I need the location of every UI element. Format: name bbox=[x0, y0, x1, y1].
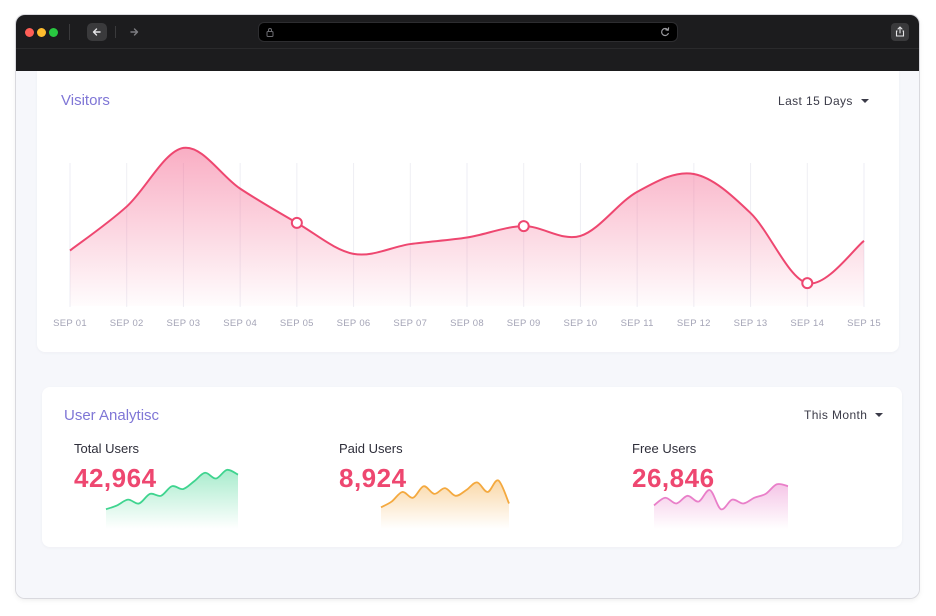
sparkline-line bbox=[380, 479, 510, 509]
visitors-card: Visitors Last 15 Days SEP 01 SEP 02 SEP 03… bbox=[37, 71, 899, 352]
x-tick-label: SEP 04 bbox=[223, 318, 257, 329]
x-tick-label: SEP 06 bbox=[337, 318, 371, 329]
caret-down-icon bbox=[875, 413, 884, 417]
sparkline-area bbox=[654, 483, 788, 529]
data-point-marker[interactable] bbox=[801, 277, 814, 290]
minimize-window-button[interactable] bbox=[37, 28, 46, 37]
chart-points bbox=[290, 216, 814, 290]
total-users-sparkline bbox=[105, 468, 239, 529]
visitors-area-chart: SEP 01 SEP 02 SEP 03 SEP 04 SEP 05 SEP 06 SEP … bbox=[53, 146, 881, 329]
x-tick-label: SEP 07 bbox=[393, 318, 427, 329]
sparkline-line bbox=[653, 483, 789, 511]
sparkline-area bbox=[106, 469, 238, 529]
x-tick-label: SEP 14 bbox=[790, 318, 824, 329]
x-tick-label: SEP 11 bbox=[621, 318, 654, 329]
caret-down-icon bbox=[860, 99, 869, 103]
sparkline-line bbox=[105, 468, 239, 511]
free-users-sparkline bbox=[653, 483, 789, 529]
stat-label: Paid Users bbox=[339, 441, 403, 456]
toolbar-divider bbox=[115, 26, 116, 38]
x-tick-label: SEP 05 bbox=[280, 318, 314, 329]
x-tick-label: SEP 13 bbox=[734, 318, 768, 329]
back-button[interactable] bbox=[87, 23, 107, 41]
arrow-left-icon bbox=[92, 28, 101, 36]
stat-label: Total Users bbox=[74, 441, 140, 456]
reload-icon bbox=[661, 27, 670, 37]
sparkline-area bbox=[381, 480, 509, 529]
reload-button[interactable] bbox=[659, 25, 671, 39]
dashboard-content: Visitors Last 15 Days SEP 01 SEP 02 SEP 03… bbox=[16, 71, 919, 598]
data-point-marker[interactable] bbox=[517, 220, 530, 233]
toolbar-separator bbox=[16, 48, 919, 49]
stat-value: 42,964 bbox=[74, 463, 157, 493]
address-bar[interactable] bbox=[258, 22, 678, 42]
share-button[interactable] bbox=[891, 23, 909, 41]
x-axis-ticks: SEP 01 SEP 02 SEP 03 SEP 04 SEP 05 SEP 06 SEP … bbox=[53, 318, 881, 329]
arrow-right-icon bbox=[130, 28, 139, 36]
x-tick-label: SEP 03 bbox=[166, 318, 200, 329]
x-tick-label: SEP 09 bbox=[507, 318, 541, 329]
toolbar-divider bbox=[69, 24, 70, 40]
x-tick-label: SEP 01 bbox=[53, 318, 87, 329]
close-window-button[interactable] bbox=[25, 28, 34, 37]
stat-label: Free Users bbox=[632, 441, 697, 456]
analytics-title: User Analytisc bbox=[64, 407, 160, 424]
share-icon bbox=[895, 26, 905, 37]
visitors-range-label: Last 15 Days bbox=[778, 94, 853, 108]
lock-icon bbox=[266, 28, 274, 37]
stat-paid-users: Paid Users 8,924 bbox=[339, 387, 579, 547]
stat-value: 26,846 bbox=[632, 463, 715, 493]
visitors-area bbox=[70, 147, 864, 306]
x-tick-label: SEP 08 bbox=[450, 318, 484, 329]
stat-free-users: Free Users 26,846 bbox=[632, 387, 872, 547]
visitors-title: Visitors bbox=[61, 92, 110, 109]
browser-titlebar bbox=[16, 15, 919, 71]
x-tick-label: SEP 15 bbox=[847, 318, 881, 329]
user-analytics-card: User Analytisc This Month Total Users 42… bbox=[42, 387, 902, 547]
x-tick-label: SEP 12 bbox=[677, 318, 711, 329]
x-tick-label: SEP 10 bbox=[563, 318, 597, 329]
analytics-range-dropdown[interactable]: This Month bbox=[804, 408, 884, 422]
stat-value: 8,924 bbox=[339, 463, 407, 493]
visitors-line bbox=[69, 146, 865, 285]
browser-window: Visitors Last 15 Days SEP 01 SEP 02 SEP 03… bbox=[16, 15, 919, 598]
paid-users-sparkline bbox=[380, 479, 510, 529]
forward-button[interactable] bbox=[124, 23, 144, 41]
x-tick-label: SEP 02 bbox=[110, 318, 144, 329]
analytics-range-label: This Month bbox=[804, 408, 868, 422]
data-point-marker[interactable] bbox=[290, 216, 303, 229]
maximize-window-button[interactable] bbox=[49, 28, 58, 37]
stat-total-users: Total Users 42,964 bbox=[74, 387, 314, 547]
visitors-range-dropdown[interactable]: Last 15 Days bbox=[778, 94, 869, 108]
